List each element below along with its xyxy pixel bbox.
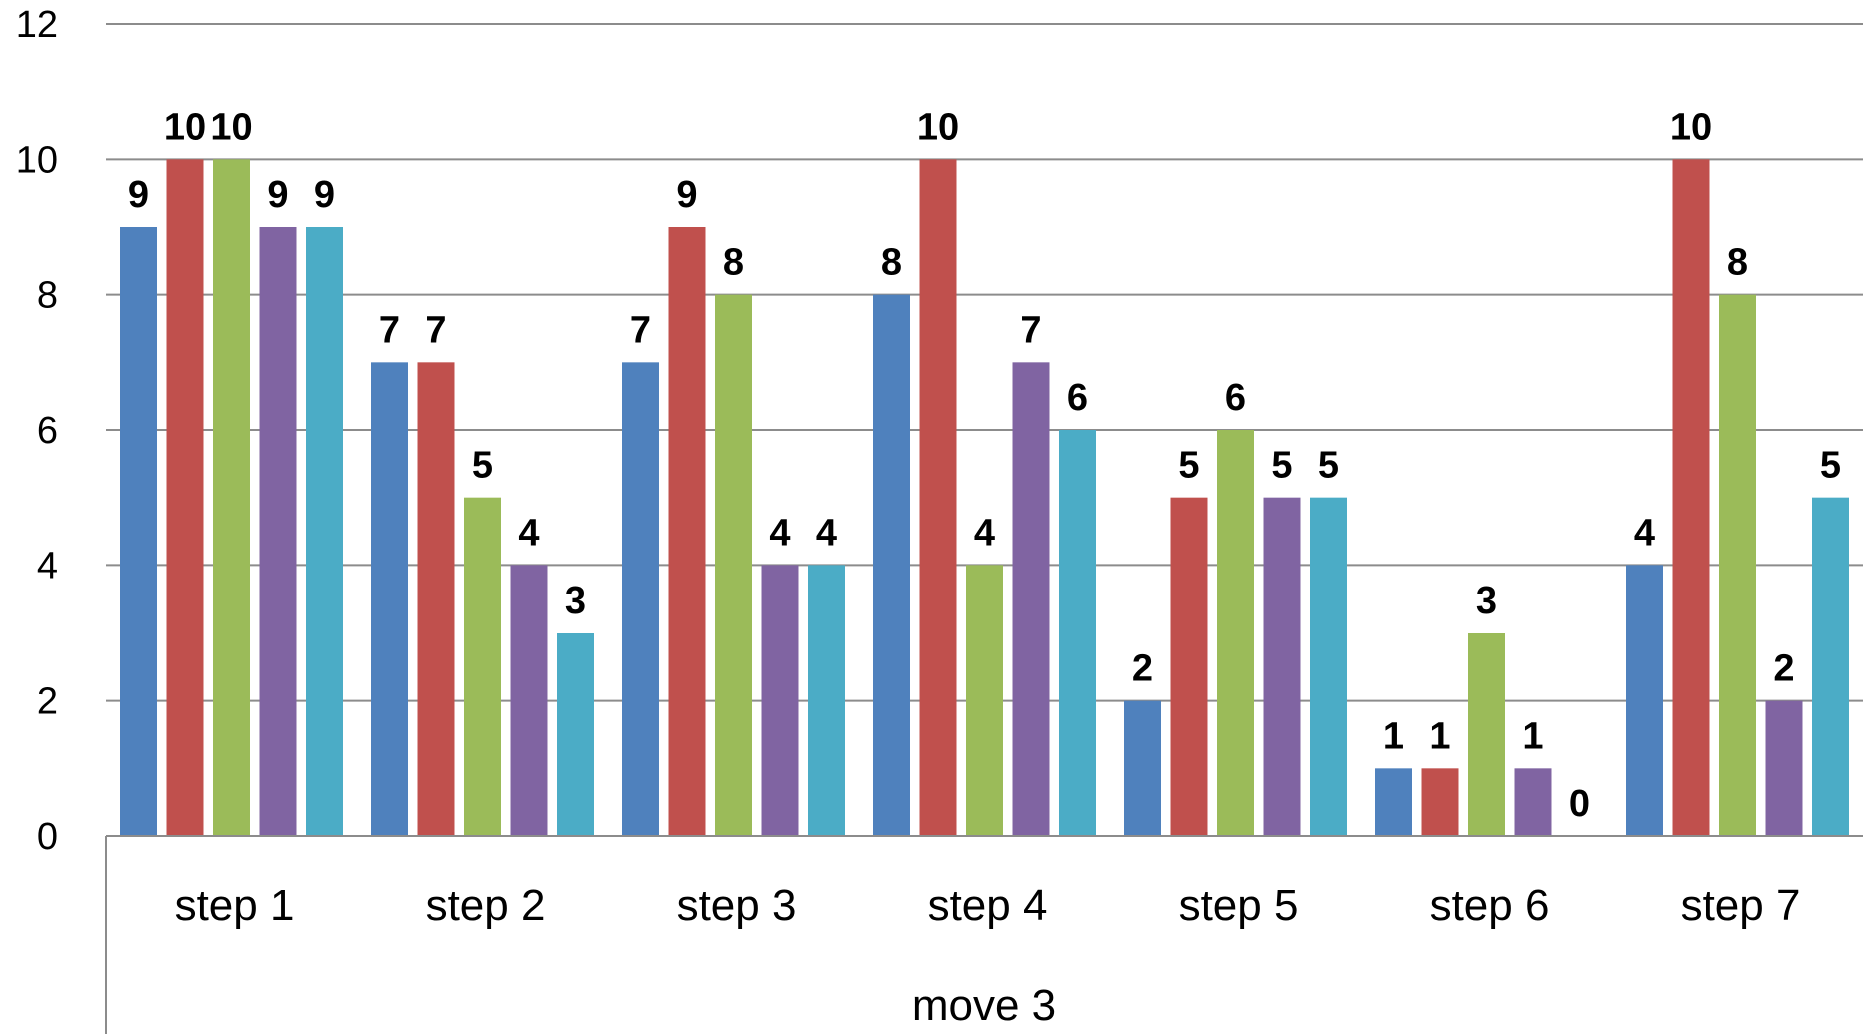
data-label: 7	[379, 309, 400, 351]
bar-step-1-series-5	[306, 227, 343, 836]
y-tick-label: 10	[16, 139, 58, 181]
data-label: 8	[1727, 242, 1748, 284]
bar-step-4-series-4	[1012, 362, 1050, 836]
bar-step-7-series-4	[1765, 700, 1803, 836]
data-label: 3	[565, 580, 586, 622]
x-tick-label: step 1	[175, 881, 295, 930]
y-tick-label: 0	[37, 816, 58, 858]
data-label: 1	[1429, 715, 1450, 757]
y-tick-label: 12	[16, 4, 58, 46]
data-label: 9	[676, 174, 697, 216]
data-label: 10	[164, 106, 206, 148]
x-tick-label: step 6	[1430, 881, 1550, 930]
bar-step-7-series-3	[1719, 294, 1756, 837]
data-label: 6	[1225, 377, 1246, 419]
data-label: 3	[1476, 580, 1497, 622]
data-label: 9	[267, 174, 288, 216]
bar-step-7-series-2	[1672, 159, 1710, 837]
data-label: 9	[128, 174, 149, 216]
y-tick-label: 6	[37, 410, 58, 452]
bar-step-4-series-2	[919, 159, 957, 837]
data-label: 0	[1569, 783, 1590, 825]
bars	[120, 159, 1849, 837]
x-axis-group-label: move 3	[912, 981, 1056, 1030]
y-tick-label: 8	[37, 275, 58, 317]
data-label: 4	[518, 512, 539, 554]
bar-step-3-series-2	[668, 227, 706, 836]
bar-step-3-series-4	[761, 565, 799, 836]
axes	[105, 835, 1863, 1034]
bar-step-1-series-3	[213, 159, 250, 837]
bar-step-6-series-4	[1514, 768, 1552, 836]
bar-step-2-series-1	[371, 362, 408, 836]
x-axis-tick-labels: step 1 step 2 step 3 step 4 step 5 step 6 step…	[175, 881, 1801, 930]
data-label: 4	[769, 512, 790, 554]
data-label: 8	[881, 242, 902, 284]
data-label: 5	[472, 445, 493, 487]
data-label: 1	[1383, 715, 1404, 757]
data-label: 7	[630, 309, 651, 351]
bar-step-6-series-1	[1375, 768, 1412, 836]
data-label: 5	[1820, 445, 1841, 487]
data-label: 5	[1318, 445, 1339, 487]
bar-step-7-series-1	[1626, 565, 1663, 836]
y-axis-tick-labels: 0 2 4 6 8 10 12	[16, 4, 58, 858]
bar-step-5-series-2	[1170, 497, 1208, 836]
data-label: 4	[816, 512, 837, 554]
bar-step-4-series-1	[873, 294, 910, 837]
bar-step-5-series-4	[1263, 497, 1301, 836]
bar-step-6-series-3	[1468, 633, 1505, 836]
data-label: 7	[425, 309, 446, 351]
data-label: 10	[1670, 106, 1712, 148]
bar-step-1-series-2	[166, 159, 204, 837]
bar-step-5-series-5	[1310, 497, 1347, 836]
y-tick-label: 2	[37, 681, 58, 723]
data-label: 4	[1634, 512, 1655, 554]
bar-step-4-series-5	[1059, 430, 1096, 836]
data-label: 10	[917, 106, 959, 148]
bar-step-7-series-5	[1812, 497, 1849, 836]
data-label: 10	[210, 106, 252, 148]
data-label: 1	[1522, 715, 1543, 757]
bar-step-1-series-1	[120, 227, 157, 836]
bar-step-2-series-3	[464, 497, 501, 836]
bar-step-3-series-3	[715, 294, 752, 837]
y-tick-label: 4	[37, 545, 58, 587]
x-tick-label: step 4	[928, 881, 1048, 930]
bar-step-5-series-1	[1124, 700, 1161, 836]
bar-step-3-series-5	[808, 565, 845, 836]
data-label: 5	[1271, 445, 1292, 487]
bar-step-6-series-2	[1421, 768, 1459, 836]
bar-step-1-series-4	[259, 227, 297, 836]
x-tick-label: step 3	[677, 881, 797, 930]
bar-step-2-series-5	[557, 633, 594, 836]
bar-step-4-series-3	[966, 565, 1003, 836]
x-tick-label: step 2	[426, 881, 546, 930]
data-label: 8	[723, 242, 744, 284]
bar-step-3-series-1	[622, 362, 659, 836]
data-label: 5	[1178, 445, 1199, 487]
data-label: 2	[1773, 648, 1794, 690]
data-label: 4	[974, 512, 995, 554]
x-tick-label: step 5	[1179, 881, 1299, 930]
data-label: 9	[314, 174, 335, 216]
bar-step-2-series-2	[417, 362, 455, 836]
x-tick-label: step 7	[1681, 881, 1801, 930]
data-label: 2	[1132, 648, 1153, 690]
bar-step-5-series-3	[1217, 430, 1254, 836]
data-label: 7	[1020, 309, 1041, 351]
bar-step-2-series-4	[510, 565, 548, 836]
data-label: 6	[1067, 377, 1088, 419]
